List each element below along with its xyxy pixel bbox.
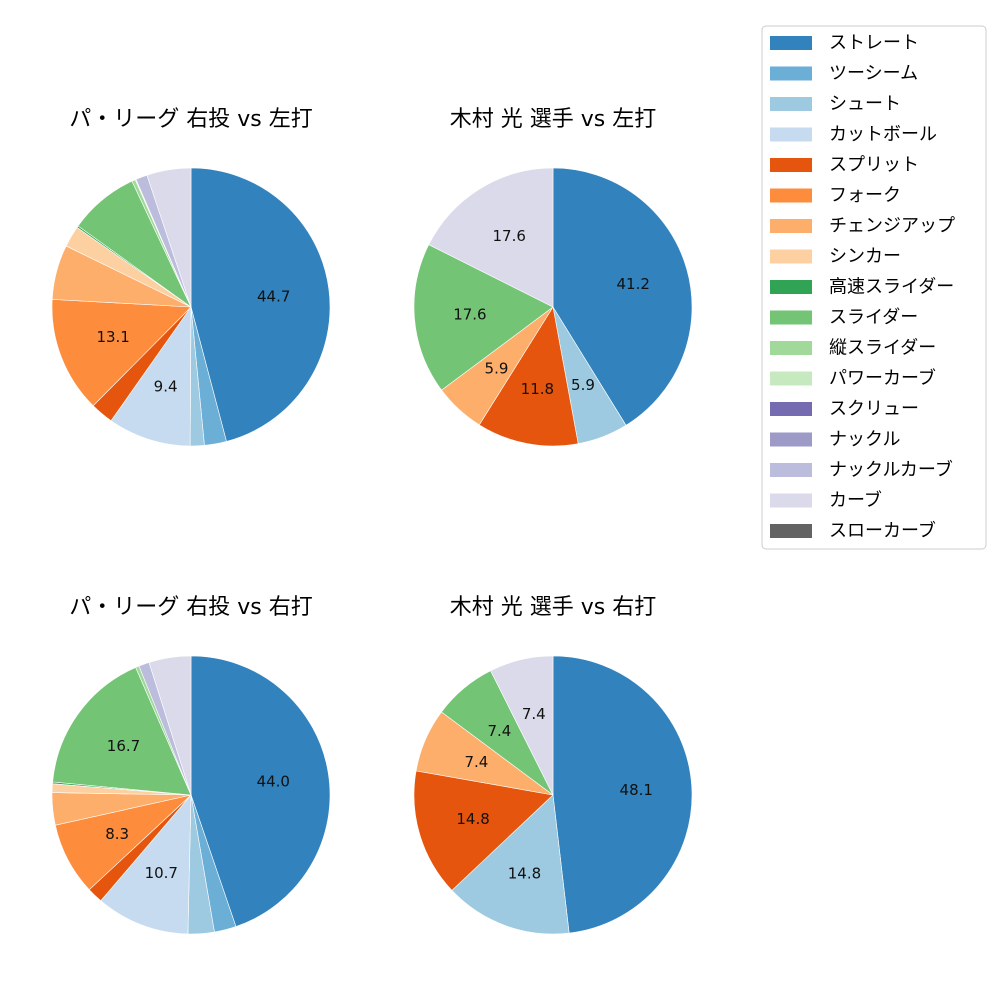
legend-swatch-3 <box>770 97 812 111</box>
pie-1-slice-label-6: 13.1 <box>96 328 129 346</box>
pie-panel-3: パ・リーグ 右投 vs 右打 44.0 10.7 8.3 16.7 <box>51 595 331 935</box>
legend-label-13: スクリュー <box>829 399 919 420</box>
legend-swatch-13 <box>770 402 812 416</box>
legend-label-14: ナックル <box>829 429 900 450</box>
pie-title-3: パ・リーグ 右投 vs 右打 <box>69 595 312 620</box>
legend-swatch-10 <box>770 310 812 325</box>
pie-4-slice-1 <box>552 655 693 934</box>
pie-1-slice-1 <box>190 167 331 442</box>
legend-label-3: シュート <box>829 94 901 115</box>
pie-3-slice-label-1: 44.0 <box>257 772 290 790</box>
legend-label-8: シンカー <box>829 246 901 267</box>
pie-title-4: 木村 光 選手 vs 右打 <box>450 595 656 620</box>
pie-4-slice-label-3: 14.8 <box>456 810 489 828</box>
pie-title-2: 木村 光 選手 vs 左打 <box>450 107 656 132</box>
legend-swatch-17 <box>770 524 812 538</box>
legend-swatch-14 <box>770 432 812 447</box>
legend-swatch-8 <box>770 249 812 264</box>
pie-3-slice-1 <box>190 655 331 927</box>
pie-1-slices: 44.7 9.4 13.1 <box>51 167 331 447</box>
legend-swatch-4 <box>770 127 812 142</box>
pie-4-slice-label-4: 7.4 <box>464 753 488 771</box>
pie-3-slice-13 <box>148 655 192 796</box>
pie-4-slice-6 <box>490 655 554 796</box>
pie-2-slice-label-2: 5.9 <box>571 376 595 394</box>
legend-swatch-12 <box>770 371 812 386</box>
pie-2-slice-label-3: 11.8 <box>521 380 554 398</box>
legend-swatch-1 <box>770 36 812 50</box>
legend-label-15: ナックルカーブ <box>829 459 953 481</box>
legend-swatch-7 <box>770 219 812 233</box>
pie-3-slice-label-6: 8.3 <box>105 825 129 843</box>
pie-2-slice-label-4: 5.9 <box>485 359 509 377</box>
pie-3-slice-label-4: 10.7 <box>145 864 178 882</box>
pie-2-slice-label-5: 17.6 <box>453 305 486 323</box>
pie-4-slice-2 <box>451 794 570 935</box>
legend-frame <box>761 25 987 550</box>
legend-swatch-5 <box>770 158 812 172</box>
pie-1-slice-4 <box>110 306 192 447</box>
pie-2-slices: 41.2 5.9 11.8 5.9 17.6 17.6 <box>413 167 693 447</box>
pie-panel-2: 木村 光 選手 vs 左打 41.2 5.9 11.8 5.9 17.6 17.6 <box>413 107 693 447</box>
pie-4-slices: 48.1 14.8 14.8 7.4 7.4 7.4 <box>413 655 693 935</box>
pie-panel-4: 木村 光 選手 vs 右打 48.1 14.8 14.8 7.4 7.4 7.4 <box>413 595 693 935</box>
legend-swatch-16 <box>770 493 812 508</box>
pie-4-slice-label-2: 14.8 <box>508 864 541 882</box>
legend-label-17: スローカーブ <box>829 520 936 542</box>
legend-label-2: ツーシーム <box>829 63 918 84</box>
pie-1-slice-label-4: 9.4 <box>154 377 178 395</box>
legend-label-6: フォーク <box>829 185 901 206</box>
pie-3-slice-label-10: 16.7 <box>107 737 140 755</box>
legend-label-10: スライダー <box>829 307 918 328</box>
pie-2-slice-6 <box>428 167 554 308</box>
legend-label-5: スプリット <box>829 155 919 176</box>
legend-swatch-2 <box>770 66 812 81</box>
pie-3-slices: 44.0 10.7 8.3 16.7 <box>51 655 331 935</box>
pie-1-slice-14 <box>146 167 192 308</box>
pie-2-slice-3 <box>478 306 579 447</box>
legend-label-16: カーブ <box>829 489 882 511</box>
pie-panel-1: パ・リーグ 右投 vs 左打 44.7 9.4 13.1 <box>51 107 331 447</box>
pie-4-slice-3 <box>413 770 554 891</box>
legend-swatch-11 <box>770 341 812 355</box>
legend-label-4: カットボール <box>829 124 937 145</box>
legend-label-9: 高速スライダー <box>829 277 954 298</box>
pie-title-1: パ・リーグ 右投 vs 左打 <box>69 107 312 132</box>
legend: ストレートツーシームシュートカットボールスプリットフォークチェンジアップシンカー… <box>761 25 987 550</box>
pie-1-slice-6 <box>51 299 192 407</box>
pie-4-slice-label-6: 7.4 <box>522 705 546 723</box>
pie-3-slice-10 <box>52 667 192 796</box>
legend-swatch-15 <box>770 463 812 477</box>
pie-4-slice-label-5: 7.4 <box>487 722 511 740</box>
pie-3-slice-4 <box>100 794 192 935</box>
legend-label-12: パワーカーブ <box>829 367 936 389</box>
legend-label-7: チェンジアップ <box>829 216 955 237</box>
legend-swatch-6 <box>770 188 812 203</box>
pie-4-slice-label-1: 48.1 <box>620 781 653 799</box>
legend-label-1: ストレート <box>829 33 919 54</box>
pie-1-slice-label-1: 44.7 <box>257 287 290 305</box>
legend-label-11: 縦スライダー <box>829 338 936 359</box>
pie-2-slice-1 <box>552 167 693 426</box>
pie-2-slice-5 <box>413 244 554 391</box>
pie-2-slice-label-1: 41.2 <box>617 275 650 293</box>
pie-2-slice-label-6: 17.6 <box>492 227 525 245</box>
legend-swatch-9 <box>770 280 812 294</box>
